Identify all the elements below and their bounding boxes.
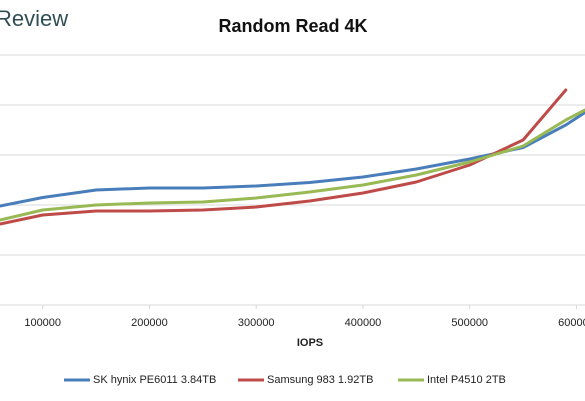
series-line: [0, 108, 585, 222]
x-tick-label: 600000: [558, 317, 585, 329]
legend-label: Samsung 983 1.92TB: [267, 374, 373, 386]
chart-title: Random Read 4K: [218, 16, 367, 36]
legend-label: Intel P4510 2TB: [427, 374, 506, 386]
legend-label: SK hynix PE6011 3.84TB: [93, 374, 216, 386]
x-tick-label: 300000: [238, 317, 275, 329]
logo: Review: [0, 6, 68, 31]
x-tick-label: 200000: [131, 317, 168, 329]
x-tick-label: 100000: [24, 317, 61, 329]
x-axis-label: IOPS: [297, 337, 323, 349]
x-tick-label: 400000: [345, 317, 382, 329]
x-tick-label: 500000: [451, 317, 488, 329]
series-line: [0, 111, 585, 208]
